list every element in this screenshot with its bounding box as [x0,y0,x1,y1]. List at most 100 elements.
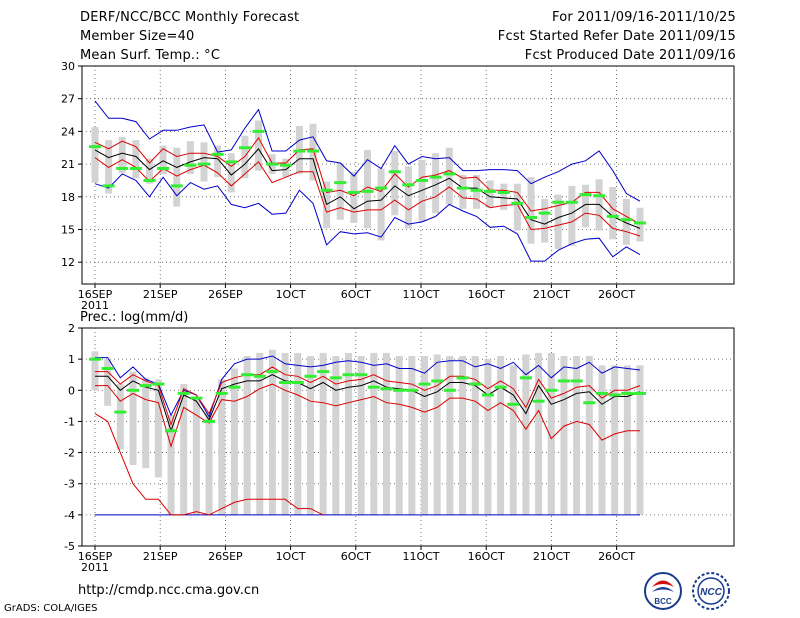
prec-obs-mark [253,374,266,378]
prec-obs-mark [431,379,444,383]
prec-max-line [95,355,641,419]
temp-x-tick-label: 11OCT [402,288,439,301]
temp-range-bar [214,145,222,178]
temp-range-bar [146,158,153,184]
temp-obs-mark [116,166,129,170]
temp-max-line [94,100,641,202]
prec-obs-mark [507,402,520,406]
prec-y-tick-label: -1 [64,415,75,428]
prec-upper-quartile-line [95,366,641,427]
temp-plot-frame [81,65,735,285]
prec-x-year-label: 2011 [81,561,109,574]
temp-upper-quartile-line [94,136,641,225]
prec-range-bar [509,365,517,515]
prec-obs-mark [595,391,608,395]
prec-range-bar [573,356,581,515]
temp-range-bar [473,175,480,209]
prec-range-bar [332,356,340,515]
prec-range-bar [459,356,467,515]
prec-y-tick-label: -5 [64,540,75,553]
prec-x-tick-label: 16SEP [78,550,113,563]
temp-range-bar [282,158,290,178]
temp-y-tick-label: 27 [61,93,75,106]
prec-range-bar [471,356,479,515]
prec-plot-frame [81,327,735,547]
forecast-period: For 2011/09/16-2011/10/25 [552,10,736,25]
footer-url[interactable]: http://cmdp.ncc.cma.gov.cn [78,583,260,598]
temp-range-bar [500,183,508,210]
prec-range-bar [585,356,593,515]
temp-obs-mark [89,145,101,149]
prec-obs-mark [393,388,406,392]
prec-x-tick-label: 6OCT [341,550,371,563]
prec-range-bar [446,356,454,515]
prec-range-bar [522,354,530,515]
temp-range-bar [404,166,412,229]
temp-range-bar [132,140,140,179]
temp-range-bar [255,120,262,171]
temp-range-bar [336,163,344,220]
temp-obs-mark [416,178,428,182]
temp-obs-mark [402,183,415,187]
prec-y-tick-label: -4 [64,509,75,522]
temp-range-bar [364,149,371,229]
prec-x-tick-label: 26OCT [598,550,635,563]
temp-obs-mark [307,149,319,153]
temp-range-bar [159,145,167,174]
prec-obs-mark [279,381,292,384]
precip-label: Prec.: log(mm/d) [80,310,189,325]
temp-range-bar [377,168,385,241]
temp-obs-mark [388,170,401,174]
temp-range-bar [636,207,644,242]
prec-obs-mark [127,388,140,392]
temp-x-tick-label: 26OCT [598,288,635,301]
prec-range-bar [319,352,327,515]
prec-range-bar [218,379,226,515]
grads-credit: GrADS: COLA/IGES [4,603,98,614]
prec-range-bar [421,356,429,515]
temp-obs-mark [552,200,565,204]
prec-obs-mark [203,419,216,423]
temp-range-bar [622,198,630,245]
prec-obs-mark [165,429,178,433]
temp-lower-quartile-line [94,157,641,237]
temp-obs-mark [429,175,442,179]
prec-range-bar [192,396,200,515]
temp-range-bar [582,184,589,228]
temp-range-bar [227,153,235,193]
temp-range-bar [568,185,576,246]
prec-obs-mark [456,376,469,380]
temp-obs-mark [634,221,646,225]
temp-obs-mark [525,216,537,220]
temp-range-bar [486,180,494,208]
prec-obs-mark [634,391,646,395]
prec-obs-mark [342,373,355,377]
temp-obs-mark [470,188,483,192]
started-date: Fcst Started Refer Date 2011/09/15 [497,29,736,44]
prec-range-bar [611,365,619,515]
prec-x-tick-label: 16OCT [468,550,505,563]
temp-range-bar [459,175,467,209]
prec-obs-mark [317,370,330,374]
prec-obs-mark [519,376,532,380]
temp-obs-mark [347,190,360,194]
variable-label: Mean Surf. Temp.: °C [80,48,221,63]
prec-range-bar [129,371,137,466]
temp-range-bar [200,142,208,182]
prec-obs-mark [329,376,342,380]
prec-obs-mark [114,410,127,414]
prec-range-bar [142,377,150,469]
temp-obs-mark [484,189,497,193]
temp-range-bar [323,181,331,229]
prec-obs-mark [101,366,114,370]
prec-range-bar [535,352,543,515]
prec-y-tick-label: 0 [68,384,75,397]
produced-date: Fcst Produced Date 2011/09/16 [524,48,736,63]
prec-obs-mark [570,379,583,383]
temp-x-tick-label: 21SEP [143,288,178,301]
prec-obs-mark [494,385,507,389]
prec-x-tick-label: 26SEP [208,550,243,563]
temp-range-bar [513,183,521,231]
prec-range-bar [205,412,213,515]
